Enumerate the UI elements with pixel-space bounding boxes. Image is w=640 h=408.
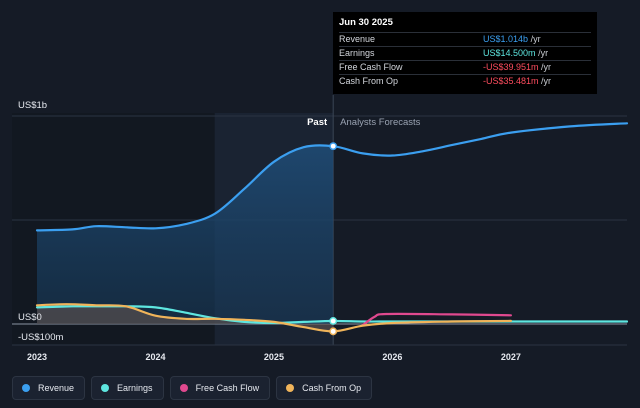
earnings-marker xyxy=(329,317,338,325)
tooltip-value-number: -US$39.951m xyxy=(483,62,539,72)
forecast-label: Analysts Forecasts xyxy=(340,117,420,128)
legend-item-cash-from-op[interactable]: Cash From Op xyxy=(276,376,373,400)
tooltip-row-cash-from-op: Cash From Op -US$35.481m /yr xyxy=(339,74,591,88)
revenue-area xyxy=(37,145,334,324)
legend-item-free-cash-flow[interactable]: Free Cash Flow xyxy=(169,376,271,400)
y-label-top: US$1b xyxy=(18,100,47,111)
x-tick-label: 2025 xyxy=(264,352,284,362)
tooltip-row-revenue: Revenue US$1.014b /yr xyxy=(339,32,591,46)
legend-dot-icon xyxy=(101,384,110,392)
tooltip-value: US$1.014b /yr xyxy=(483,33,541,46)
legend-dot-icon xyxy=(286,384,295,392)
tooltip: Jun 30 2025 Revenue US$1.014b /yr Earnin… xyxy=(333,12,597,94)
free-cash-flow-line xyxy=(361,312,512,327)
cash-from-op-area xyxy=(37,304,334,332)
tooltip-value: US$14.500m /yr xyxy=(483,47,548,60)
tooltip-value: -US$39.951m /yr xyxy=(483,61,551,74)
tooltip-value-number: US$1.014b xyxy=(483,34,529,44)
x-tick-label: 2024 xyxy=(145,352,165,362)
legend: Revenue Earnings Free Cash Flow Cash Fro… xyxy=(12,376,373,400)
cash-from-op-line xyxy=(35,303,512,333)
tooltip-value: -US$35.481m /yr xyxy=(483,75,551,88)
legend-label: Revenue xyxy=(38,383,75,393)
tooltip-date: Jun 30 2025 xyxy=(339,17,393,28)
tooltip-row-free-cash-flow: Free Cash Flow -US$39.951m /yr xyxy=(339,60,591,74)
tooltip-value-number: US$14.500m xyxy=(483,48,536,58)
legend-label: Cash From Op xyxy=(302,383,362,393)
cash-from-op-marker xyxy=(329,327,338,336)
x-tick-label: 2027 xyxy=(501,352,521,362)
tooltip-value-number: -US$35.481m xyxy=(483,76,539,86)
tooltip-unit: /yr xyxy=(541,62,552,72)
legend-dot-icon xyxy=(22,384,30,392)
tooltip-unit: /yr xyxy=(541,76,552,86)
legend-item-revenue[interactable]: Revenue xyxy=(12,376,86,400)
tooltip-label: Free Cash Flow xyxy=(339,62,403,72)
legend-label: Free Cash Flow xyxy=(195,383,260,393)
legend-dot-icon xyxy=(179,384,188,392)
tooltip-unit: /yr xyxy=(530,34,541,44)
tooltip-unit: /yr xyxy=(538,48,549,58)
x-tick-label: 2023 xyxy=(27,352,47,362)
y-label-bottom: -US$100m xyxy=(18,332,63,343)
tooltip-label: Revenue xyxy=(339,34,376,44)
tooltip-row-earnings: Earnings US$14.500m /yr xyxy=(339,46,591,60)
x-tick-label: 2026 xyxy=(382,352,402,362)
tooltip-label: Earnings xyxy=(339,48,375,58)
legend-label: Earnings xyxy=(117,383,153,393)
revenue-line xyxy=(35,122,629,232)
revenue-marker xyxy=(329,142,338,151)
past-label: Past xyxy=(307,117,328,128)
y-label-zero: US$0 xyxy=(18,312,42,323)
legend-item-earnings[interactable]: Earnings xyxy=(91,376,164,400)
tooltip-label: Cash From Op xyxy=(339,76,399,86)
